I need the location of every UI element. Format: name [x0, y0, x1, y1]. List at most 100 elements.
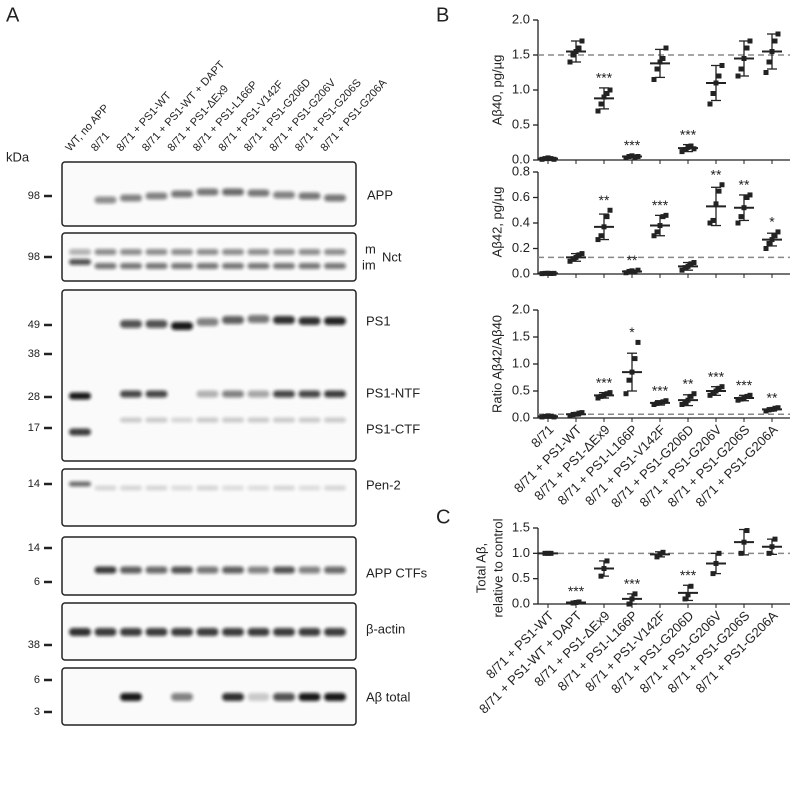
data-point [775, 405, 781, 411]
band [120, 485, 142, 491]
band [222, 693, 244, 701]
band [171, 485, 193, 491]
band [196, 628, 219, 636]
band [222, 566, 244, 574]
data-point [738, 550, 744, 556]
kda-marker: 6 [34, 576, 40, 588]
blot-frame [61, 289, 357, 462]
data-point [691, 260, 697, 266]
data-point [570, 256, 576, 262]
band [324, 263, 346, 269]
data-point [570, 52, 576, 58]
data-point [688, 143, 694, 149]
data-point [595, 108, 601, 114]
band [145, 192, 168, 200]
data-point [738, 396, 744, 402]
data-point [744, 45, 750, 51]
band [273, 566, 295, 574]
band [145, 249, 168, 255]
significance: * [629, 324, 635, 340]
data-point [735, 73, 741, 79]
band [171, 190, 193, 198]
blot-label: APP [367, 187, 393, 202]
band [324, 485, 346, 491]
band [273, 693, 295, 701]
band [94, 485, 117, 491]
y-tick-label: 0.5 [512, 382, 530, 397]
significance: *** [680, 567, 697, 583]
band [120, 320, 142, 328]
significance: *** [708, 368, 725, 384]
band [298, 390, 321, 398]
data-point [763, 408, 769, 414]
data-point [663, 45, 669, 51]
band [171, 693, 193, 701]
band [298, 417, 321, 423]
band [69, 628, 91, 636]
band [247, 249, 270, 255]
data-point [747, 192, 753, 198]
band [324, 390, 346, 398]
data-point [719, 182, 725, 188]
band [196, 390, 219, 398]
data-point [766, 550, 772, 556]
blot-frame [61, 468, 357, 527]
blot-frame [61, 232, 357, 282]
band [69, 392, 91, 400]
band [298, 192, 321, 200]
data-point [763, 70, 769, 75]
band [298, 693, 321, 701]
blot-label: Aβ total [366, 689, 410, 704]
band [222, 188, 244, 196]
data-point [623, 270, 629, 276]
data-point [660, 399, 666, 405]
data-point [775, 229, 781, 235]
band [298, 485, 321, 491]
significance: *** [736, 377, 753, 393]
data-point [763, 246, 769, 251]
band [247, 566, 270, 574]
blot-label: APP CTFs [366, 565, 428, 580]
y-axis-label: Aβ40, pg/µg [489, 55, 504, 126]
data-point [744, 393, 750, 399]
data-point [747, 392, 753, 398]
y-tick-label: 0.4 [512, 214, 530, 229]
kda-marker: 17 [28, 422, 40, 434]
band [247, 263, 270, 269]
band [222, 417, 244, 423]
data-point [679, 267, 685, 273]
significance: * [769, 214, 775, 230]
band [69, 481, 91, 487]
data-point [688, 583, 694, 589]
data-point [772, 233, 778, 239]
data-point [682, 400, 688, 406]
data-point [775, 31, 781, 37]
y-tick-label: 1.0 [512, 545, 530, 560]
band [145, 566, 168, 574]
data-point [682, 147, 688, 152]
data-point [719, 63, 725, 68]
data-point [682, 596, 688, 602]
data-point [691, 391, 697, 397]
band [222, 628, 244, 636]
band [120, 194, 142, 202]
band [324, 417, 346, 423]
significance: *** [568, 583, 585, 599]
band [273, 249, 295, 255]
band [273, 485, 295, 491]
y-tick-label: 0.6 [512, 189, 530, 204]
data-point [744, 528, 750, 534]
band [247, 390, 270, 398]
data-point [710, 91, 716, 96]
data-point [766, 240, 772, 246]
band [247, 485, 270, 491]
band [145, 485, 168, 491]
significance: *** [680, 126, 697, 142]
band [145, 320, 168, 328]
panel-letter: B [436, 4, 449, 26]
band [298, 628, 321, 636]
y-tick-label: 1.5 [512, 46, 530, 61]
data-point [604, 391, 610, 397]
kda-marker: 3 [34, 706, 40, 718]
band [120, 693, 142, 701]
